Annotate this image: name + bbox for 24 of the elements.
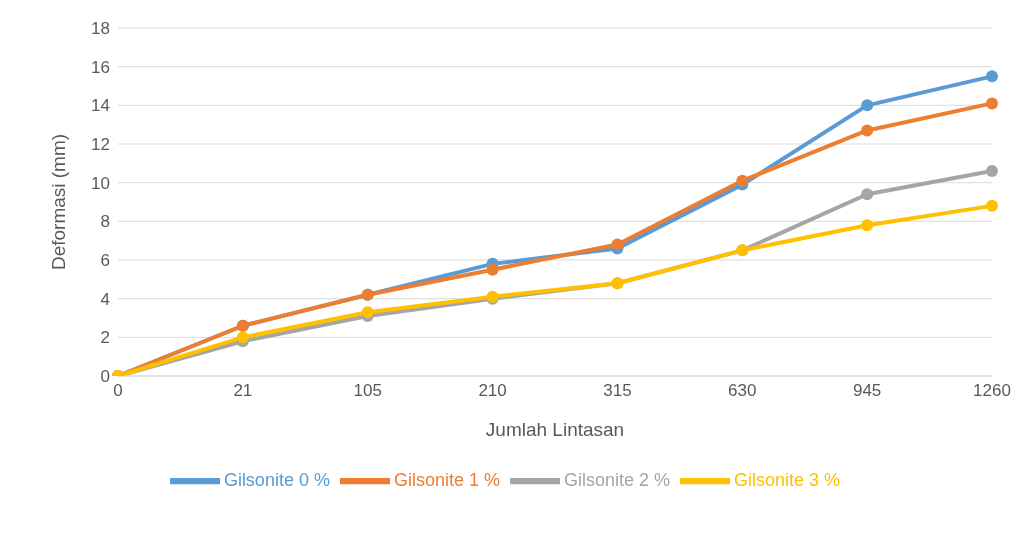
legend-label: Gilsonite 3 %: [734, 469, 841, 490]
x-tick-label: 210: [478, 381, 507, 401]
x-axis-title: Jumlah Lintasan: [485, 419, 625, 440]
y-tick-label: 14: [91, 96, 110, 116]
x-tick-label: 315: [603, 381, 632, 401]
y-tick-label: 0: [100, 367, 110, 387]
x-tick-label: 1260: [973, 381, 1011, 401]
y-tick-label: 8: [100, 212, 110, 232]
y-tick-label: 4: [100, 289, 110, 309]
y-tick-label: 16: [91, 57, 110, 77]
x-tick-label: 945: [852, 381, 882, 401]
legend-label: Gilsonite 0 %: [223, 469, 330, 490]
x-tick-label: 0: [113, 381, 123, 401]
y-axis-title: Deformasi (mm): [47, 133, 69, 271]
x-tick-label: 21: [233, 381, 253, 401]
y-tick-label: 10: [91, 173, 110, 193]
y-tick-label: 18: [91, 19, 110, 39]
y-tick-label: 2: [100, 328, 110, 348]
x-tick-label: 630: [728, 381, 757, 401]
legend-label: Gilsonite 2 %: [564, 469, 671, 490]
legend-label: Gilsonite 1 %: [393, 469, 500, 490]
y-tick-label: 12: [91, 135, 110, 155]
x-tick-label: 105: [353, 381, 382, 401]
y-tick-label: 6: [100, 251, 110, 271]
